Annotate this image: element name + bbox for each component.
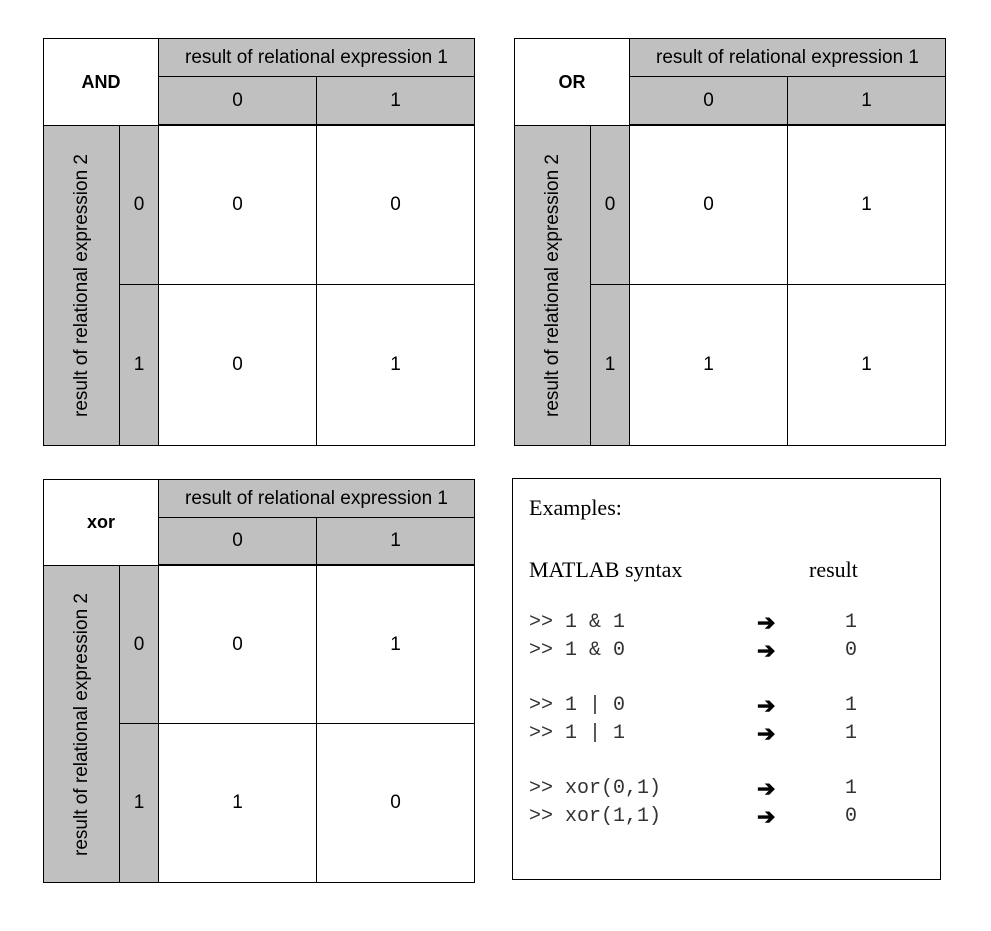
example-code: >> 1 | 1	[529, 722, 626, 745]
examples-title: Examples:	[529, 495, 622, 520]
result-cell-r1-c0: 1	[629, 285, 787, 445]
row-header: result of relational expression 2	[44, 565, 119, 882]
example-code: >> 1 & 1	[529, 611, 626, 634]
operator-label: OR	[558, 71, 586, 92]
result-cell-r1-c0: 1	[158, 724, 316, 882]
result-cell-r0-c0: 0	[158, 565, 316, 724]
example-code: >> 1 & 0	[529, 639, 626, 662]
result-cell-r0-c0: 0	[158, 125, 316, 285]
row-header-label: result of relational expression 2	[541, 154, 563, 417]
or-truth-table: OR result of relational expression 1 0 1…	[514, 38, 946, 446]
example-result: 0	[845, 639, 858, 662]
result-cell-r0-c0: 0	[629, 125, 787, 285]
result-cell-r1-c0: 0	[158, 285, 316, 445]
column-header: result of relational expression 1	[629, 39, 945, 77]
result-cell-r1-c1: 1	[787, 285, 945, 445]
example-result: 1	[845, 722, 858, 745]
and-truth-table: AND result of relational expression 1 0 …	[43, 38, 475, 446]
column-header: result of relational expression 1	[158, 39, 474, 77]
column-value-0: 0	[158, 518, 316, 565]
result-cell-r0-c1: 0	[316, 125, 474, 285]
example-result: 1	[845, 694, 858, 717]
row-value-0: 0	[119, 565, 158, 724]
example-code: >> 1 | 0	[529, 694, 626, 717]
examples-box: Examples: MATLAB syntax result >> 1 & 1 …	[512, 478, 941, 880]
row-value-1: 1	[119, 285, 158, 445]
operator-label: xor	[86, 512, 115, 532]
example-row: >> 1 & 1 ➔ 1	[529, 610, 929, 637]
right-arrow-icon: ➔	[757, 776, 776, 801]
row-value-0: 0	[119, 125, 158, 285]
result-cell-r0-c1: 1	[316, 565, 474, 724]
column-value-0: 0	[158, 77, 316, 125]
syntax-column-header: MATLAB syntax	[529, 557, 683, 582]
result-cell-r1-c1: 0	[316, 724, 474, 882]
row-value-1: 1	[590, 285, 629, 445]
right-arrow-icon: ➔	[757, 610, 776, 635]
right-arrow-icon: ➔	[757, 804, 776, 829]
example-result: 0	[845, 805, 858, 828]
row-value-0: 0	[590, 125, 629, 285]
result-column-header: result	[809, 557, 858, 582]
row-header: result of relational expression 2	[515, 125, 590, 445]
result-cell-r0-c1: 1	[787, 125, 945, 285]
example-code: >> xor(1,1)	[529, 805, 662, 828]
example-row: >> 1 | 0 ➔ 1	[529, 693, 929, 720]
row-header-label: result of relational expression 2	[70, 154, 92, 417]
example-row: >> 1 | 1 ➔ 1	[529, 721, 929, 748]
column-value-1: 1	[787, 77, 945, 125]
operator-label: AND	[81, 71, 121, 92]
example-result: 1	[845, 777, 858, 800]
example-code: >> xor(0,1)	[529, 777, 662, 800]
right-arrow-icon: ➔	[757, 721, 776, 746]
example-result: 1	[845, 611, 858, 634]
row-header: result of relational expression 2	[44, 125, 119, 445]
column-value-1: 1	[316, 518, 474, 565]
row-value-1: 1	[119, 724, 158, 882]
example-row: >> xor(0,1) ➔ 1	[529, 776, 929, 803]
column-value-1: 1	[316, 77, 474, 125]
example-row: >> 1 & 0 ➔ 0	[529, 638, 929, 665]
right-arrow-icon: ➔	[757, 638, 776, 663]
result-cell-r1-c1: 1	[316, 285, 474, 445]
example-row: >> xor(1,1) ➔ 0	[529, 804, 929, 831]
right-arrow-icon: ➔	[757, 693, 776, 718]
column-header: result of relational expression 1	[158, 480, 474, 518]
xor-truth-table: xor result of relational expression 1 0 …	[43, 479, 475, 883]
row-header-label: result of relational expression 2	[70, 592, 92, 856]
column-value-0: 0	[629, 77, 787, 125]
